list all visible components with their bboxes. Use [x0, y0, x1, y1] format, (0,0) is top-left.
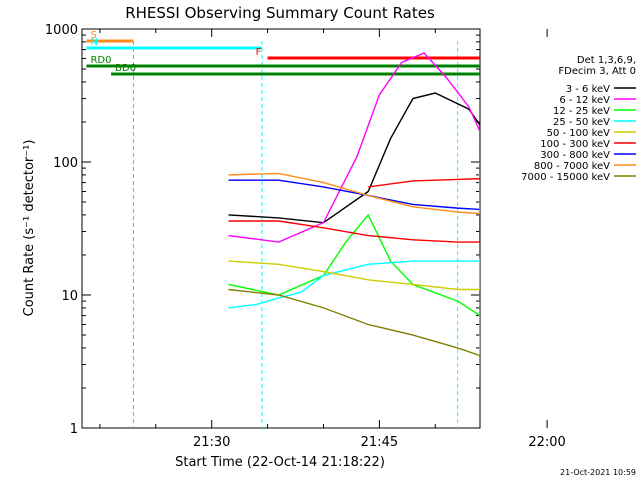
series-line-2: [228, 213, 480, 361]
series-line-8: [228, 288, 480, 378]
extra-series-line-0: [368, 177, 480, 188]
flag-label-bd6: BD6: [115, 63, 136, 74]
y-axis: 1 10 100 1000: [45, 23, 480, 437]
legend-label: 100 - 300 keV: [540, 139, 610, 150]
y-axis-label: Count Rate (s⁻¹ detector⁻¹): [22, 140, 37, 317]
flag-label-s: S: [90, 30, 96, 41]
series-line-7: [228, 172, 480, 215]
y-tick-label: 100: [53, 156, 78, 171]
y-tick-label: 10: [61, 289, 78, 304]
series-layer: [228, 52, 480, 378]
x-axis-label: Start Time (22-Oct-14 21:18:22): [175, 455, 385, 470]
chart-title: RHESSI Observing Summary Count Rates: [125, 4, 435, 22]
legend-label: 800 - 7000 keV: [534, 161, 610, 172]
legend-label: 25 - 50 keV: [553, 117, 610, 128]
legend-header-line: FDecim 3, Att 0: [558, 66, 636, 77]
x-tick-label: 21:45: [361, 435, 398, 450]
x-tick-label: 22:00: [528, 435, 565, 450]
legend-label: 3 - 6 keV: [566, 84, 610, 95]
footer-date: 21-Oct-2021 10:59: [560, 468, 636, 477]
legend-label: 50 - 100 keV: [547, 128, 611, 139]
series-line-5: [228, 202, 480, 243]
flag-label-f: F: [256, 47, 262, 58]
legend-label: 12 - 25 keV: [553, 106, 610, 117]
legend-label: 6 - 12 keV: [559, 95, 610, 106]
series-line-3: [228, 260, 480, 309]
observing-flags: SN F RD0 BD6: [86, 30, 480, 428]
series-line-0: [228, 92, 480, 302]
legend-label: 300 - 800 keV: [540, 150, 610, 161]
x-tick-label: 21:30: [193, 435, 230, 450]
legend-label: 7000 - 15000 keV: [521, 172, 610, 183]
y-tick-label: 1: [70, 422, 78, 437]
flag-label-n: N: [90, 37, 97, 48]
legend-header-line: Det 1,3,6,9,: [577, 55, 636, 66]
flag-label-rd0: RD0: [90, 55, 111, 66]
series-line-1: [228, 52, 480, 336]
series-line-4: [228, 257, 480, 291]
y-tick-label: 1000: [45, 23, 78, 38]
